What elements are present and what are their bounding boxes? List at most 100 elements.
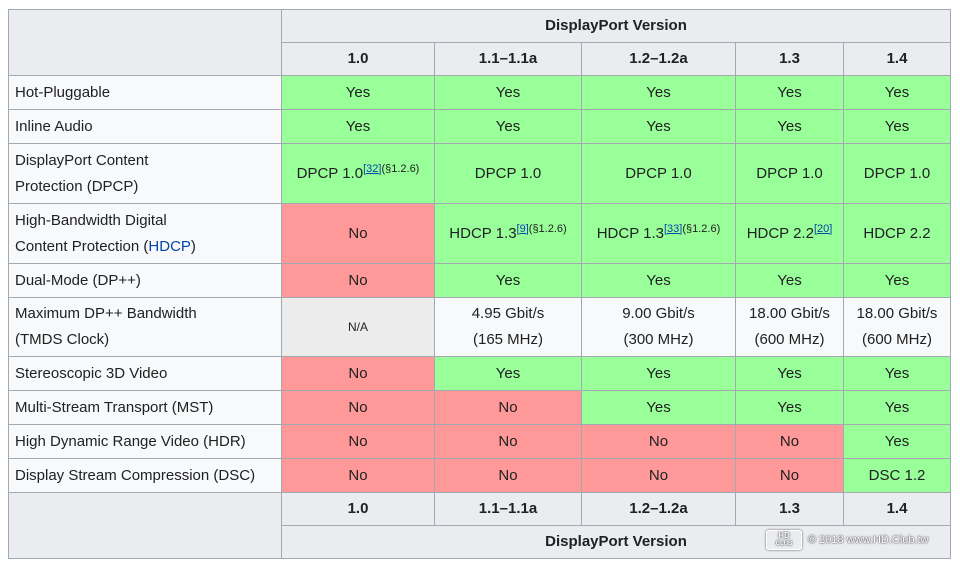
table-cell: 18.00 Gbit/s (600 MHz) [843,297,951,357]
watermark: HD CLUB © 2018 www.HD.Club.tw [766,529,929,551]
cell-value: HDCP 1.3 [449,224,517,242]
table-cell: No [281,458,435,493]
table-cell: HDCP 2.2[20] [735,203,844,264]
table-cell: Yes [434,356,582,391]
table-row: Dual-Mode (DP++) No Yes Yes Yes Yes [8,263,951,298]
table-row: Stereoscopic 3D Video No Yes Yes Yes Yes [8,356,951,391]
section-ref: (§1.2.6) [682,222,721,235]
cell-value: DPCP 1.0 [296,164,364,182]
table-cell: Yes [581,263,736,298]
cell-value: HDCP 2.2 [746,224,814,242]
citation-link[interactable]: [9] [516,222,529,235]
corner-cell [8,492,282,559]
feature-label-line2b: ) [190,237,196,255]
feature-label: Hot-Pluggable [8,75,282,110]
table-cell: HDCP 1.3[9](§1.2.6) [434,203,582,264]
table-cell: No [281,356,435,391]
table-row: High-Bandwidth Digital Content Protectio… [8,203,951,264]
feature-label: Multi-Stream Transport (MST) [8,390,282,425]
footer-title: DisplayPort Version [281,525,951,559]
table-row: High Dynamic Range Video (HDR) No No No … [8,424,951,459]
bandwidth-value: 9.00 Gbit/s [622,305,695,322]
feature-label: Stereoscopic 3D Video [8,356,282,391]
displayport-comparison-table: DisplayPort Version 1.0 1.1–1.1a 1.2–1.2… [8,9,951,559]
feature-label: High-Bandwidth Digital Content Protectio… [8,203,282,264]
bandwidth-value: 18.00 Gbit/s [856,305,938,322]
table-cell: No [434,424,582,459]
version-footer-1-2: 1.2–1.2a [581,492,736,526]
version-footer-1-1: 1.1–1.1a [434,492,582,526]
table-cell: No [581,458,736,493]
table-cell: No [735,458,844,493]
table-row: Multi-Stream Transport (MST) No No Yes Y… [8,390,951,425]
table-cell: No [581,424,736,459]
feature-label: Inline Audio [8,109,282,144]
table-cell: Yes [434,109,582,144]
feature-label-line2a: Content Protection ( [15,237,149,255]
clock-value: (600 MHz) [861,331,932,348]
feature-label-line2: (TMDS Clock) [15,331,110,348]
citation-link[interactable]: [32] [363,162,382,175]
table-cell: 9.00 Gbit/s (300 MHz) [581,297,736,357]
table-cell: Yes [581,109,736,144]
table-cell: DPCP 1.0 [434,143,582,204]
feature-label: Display Stream Compression (DSC) [8,458,282,493]
table-cell: No [434,390,582,425]
table-cell: 4.95 Gbit/s (165 MHz) [434,297,582,357]
version-footer-1-0: 1.0 [281,492,435,526]
table-row: Display Stream Compression (DSC) No No N… [8,458,951,493]
table-cell: No [281,263,435,298]
feature-label: Maximum DP++ Bandwidth (TMDS Clock) [8,297,282,357]
bandwidth-value: 4.95 Gbit/s [471,305,545,322]
version-header-1-1: 1.1–1.1a [434,42,582,76]
table-cell: Yes [735,109,844,144]
feature-label-line1: Maximum DP++ Bandwidth [15,305,197,322]
version-header-1-4: 1.4 [843,42,951,76]
table-cell: Yes [581,356,736,391]
table-cell: Yes [281,75,435,110]
table-row: Hot-Pluggable Yes Yes Yes Yes Yes [8,75,951,110]
table-cell: N/A [281,297,435,357]
table-cell: No [281,424,435,459]
table-cell: Yes [843,75,951,110]
table-row: DisplayPort Content Protection (DPCP) DP… [8,143,951,204]
table-cell: Yes [843,263,951,298]
version-header-1-2: 1.2–1.2a [581,42,736,76]
table-cell: Yes [434,263,582,298]
table-cell: DPCP 1.0 [843,143,951,204]
table-cell: DSC 1.2 [843,458,951,493]
table-row: Maximum DP++ Bandwidth (TMDS Clock) N/A … [8,297,951,357]
table-cell: 18.00 Gbit/s (600 MHz) [735,297,844,357]
section-ref: (§1.2.6) [528,222,567,235]
watermark-text: © 2018 www.HD.Club.tw [808,534,929,546]
hdcp-link[interactable]: HDCP [148,237,191,255]
table-cell: Yes [735,356,844,391]
table-cell: Yes [281,109,435,144]
table-cell: No [434,458,582,493]
table-cell: DPCP 1.0[32](§1.2.6) [281,143,435,204]
table-cell: Yes [735,390,844,425]
version-footer-1-3: 1.3 [735,492,844,526]
citation-link[interactable]: [20] [813,222,833,235]
header-title: DisplayPort Version [281,9,951,43]
version-header-1-0: 1.0 [281,42,435,76]
bandwidth-value: 18.00 Gbit/s [749,305,830,322]
feature-label: DisplayPort Content Protection (DPCP) [8,143,282,204]
table-cell: DPCP 1.0 [581,143,736,204]
version-header-1-3: 1.3 [735,42,844,76]
clock-value: (600 MHz) [754,331,825,348]
feature-label: High Dynamic Range Video (HDR) [8,424,282,459]
cell-value: HDCP 1.3 [596,224,664,242]
table-cell: Yes [843,356,951,391]
clock-value: (300 MHz) [623,331,694,348]
table-cell: Yes [843,390,951,425]
version-footer-1-4: 1.4 [843,492,951,526]
table-cell: No [281,390,435,425]
table-cell: No [281,203,435,264]
table-cell: DPCP 1.0 [735,143,844,204]
corner-cell [8,9,282,76]
citation-link[interactable]: [33] [663,222,683,235]
feature-label-line2: Protection (DPCP) [15,177,139,195]
table-cell: Yes [843,109,951,144]
table-cell: Yes [843,424,951,459]
